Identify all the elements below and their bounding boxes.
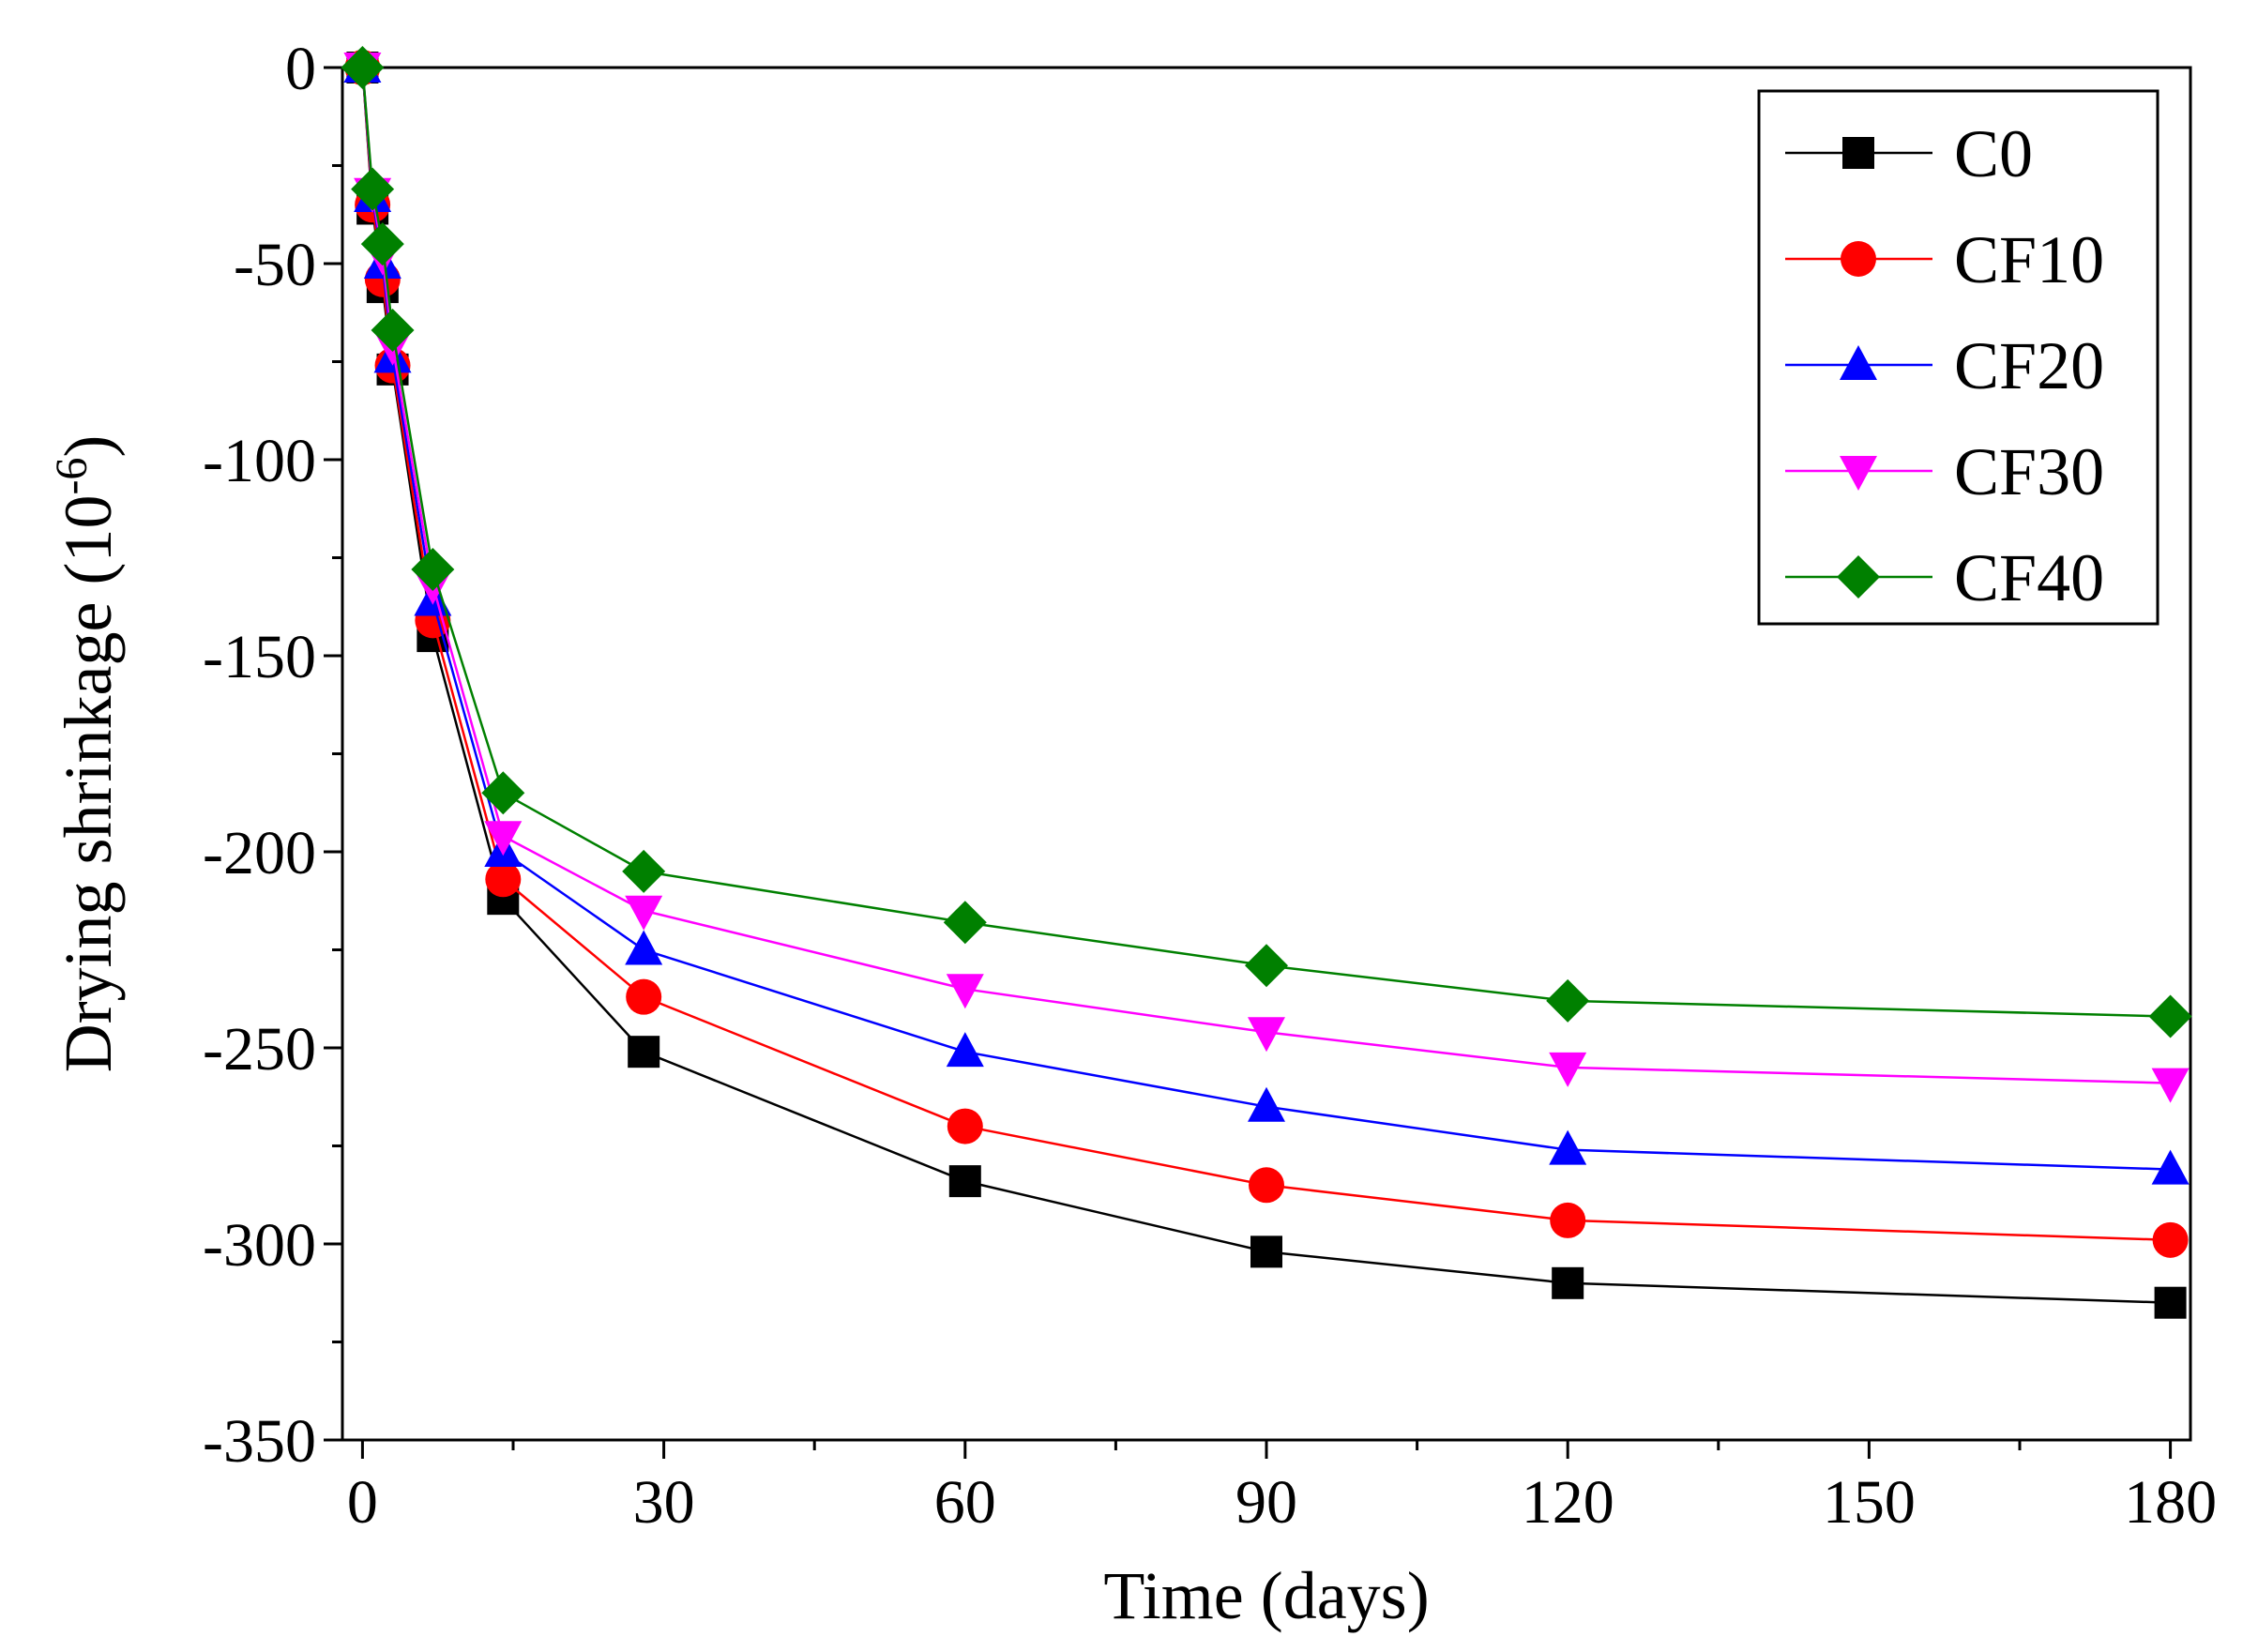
y-tick-label: -250 [203,1015,316,1084]
legend-label-cf30: CF30 [1954,434,2104,509]
data-point-cf40 [360,222,404,266]
data-point-cf20 [946,1032,984,1068]
data-point-cf10 [2152,1221,2189,1258]
x-tick-label: 150 [1823,1468,1916,1537]
data-point-cf40 [1245,944,1288,988]
data-point-cf40 [341,46,385,89]
legend-label-c0: C0 [1954,116,2033,191]
data-point-c0 [1552,1266,1584,1299]
data-point-cf30 [1248,1017,1285,1053]
y-axis-label-superscript: -6 [47,458,97,495]
axes: 0 30 60 90 120 150 180 0 -50 -100 -150 -200 -250 -300… [203,35,2217,1537]
data-point-c0 [2154,1286,2187,1319]
legend-label-cf10: CF10 [1954,222,2104,297]
legend-marker-cf30 [1840,456,1877,491]
legend-box [1757,89,2159,626]
legend-item-cf20: CF20 [1785,328,2104,403]
data-point-cf30 [946,974,984,1009]
data-point-cf10 [485,861,522,898]
data-point-cf10 [947,1108,983,1144]
data-point-cf40 [622,849,666,893]
data-point-cf40 [411,548,455,592]
legend-label-cf20: CF20 [1954,328,2104,403]
x-tick-label: 60 [934,1468,996,1537]
legend-item-cf10: CF10 [1785,222,2104,297]
x-tick-label: 0 [347,1468,378,1537]
y-tick-label: -100 [203,427,316,495]
series-layer [341,46,2192,1319]
legend-marker-c0 [1842,137,1874,169]
data-point-cf10 [1249,1167,1284,1204]
data-point-cf20 [1549,1129,1587,1165]
data-point-cf30 [1549,1052,1587,1087]
y-axis-label-main: Drying shrinkage (10 [51,495,126,1073]
data-point-cf30 [2151,1068,2190,1103]
y-axis-label-close: ) [51,435,126,458]
data-point-cf40 [943,901,987,945]
y-tick-label: -200 [203,819,316,887]
data-point-c0 [1250,1235,1282,1268]
data-point-c0 [628,1036,660,1068]
x-tick-label: 30 [633,1468,695,1537]
legend: C0 CF10 CF20 CF30 CF40 [1757,89,2159,626]
y-tick-label: -50 [234,231,316,299]
data-point-cf10 [626,978,662,1015]
data-point-cf30 [625,895,663,931]
y-tick-label: -150 [203,623,316,691]
y-tick-label: 0 [285,35,316,103]
x-axis-label: Time (days) [1103,1558,1429,1633]
data-point-cf30 [484,821,523,856]
data-point-cf20 [1248,1086,1285,1122]
x-tick-label: 180 [2124,1468,2217,1537]
data-point-cf40 [481,771,525,815]
legend-label-cf40: CF40 [1954,540,2104,615]
x-tick-label: 120 [1522,1468,1614,1537]
data-point-cf40 [1546,978,1590,1023]
y-tick-label: -350 [203,1407,316,1476]
legend-item-cf30: CF30 [1785,434,2104,509]
data-point-cf20 [625,930,663,965]
legend-item-c0: C0 [1785,116,2033,191]
data-point-cf40 [371,309,415,353]
data-point-c0 [948,1165,981,1198]
legend-marker-cf40 [1837,555,1880,599]
data-point-cf40 [2148,994,2192,1038]
legend-item-cf40: CF40 [1785,540,2104,615]
data-point-cf40 [351,167,395,211]
legend-marker-cf20 [1840,345,1877,380]
data-point-cf20 [2151,1149,2190,1185]
y-axis-label: Drying shrinkage (10-6) [47,435,127,1073]
series-cf40 [341,46,2192,1038]
legend-marker-cf10 [1841,241,1876,277]
x-tick-label: 90 [1235,1468,1297,1537]
y-tick-label: -300 [203,1211,316,1280]
data-point-cf10 [1550,1202,1586,1238]
